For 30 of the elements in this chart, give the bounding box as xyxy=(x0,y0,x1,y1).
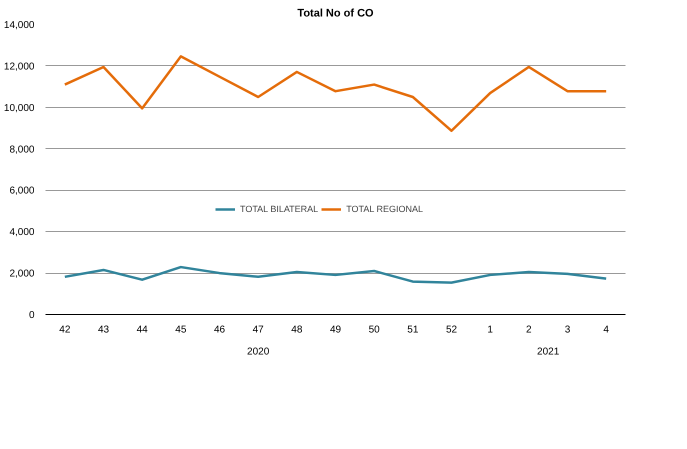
legend-label: TOTAL REGIONAL xyxy=(346,204,424,214)
x-tick-label: 46 xyxy=(214,324,226,336)
x-tick-label: 4 xyxy=(603,324,610,336)
x-tick-label: 52 xyxy=(446,324,458,336)
x-tick-label: 51 xyxy=(407,324,419,336)
x-tick-label: 47 xyxy=(252,324,264,336)
y-tick-label: 8,000 xyxy=(9,144,35,156)
x-tick-label: 48 xyxy=(291,324,303,336)
text: 2020 xyxy=(247,346,270,358)
x-tick-label: 42 xyxy=(59,324,71,336)
y-tick-label: 6,000 xyxy=(9,186,35,197)
text: 2021 xyxy=(537,346,560,358)
x-tick-label: 49 xyxy=(330,324,342,336)
line-series xyxy=(64,266,608,284)
x-tick-label: 2 xyxy=(526,324,532,336)
y-tick-label: 4,000 xyxy=(9,227,35,238)
y-tick-label: 10,000 xyxy=(4,102,35,114)
y-tick-label: 2,000 xyxy=(9,268,35,280)
y-tick-label: 0 xyxy=(28,310,35,321)
chart-title: Total No of CO xyxy=(297,8,374,20)
x-tick-label: 43 xyxy=(98,324,110,336)
x-tick-label: 3 xyxy=(564,324,571,336)
y-tick-label: 12,000 xyxy=(4,61,35,72)
legend-label: TOTAL BILATERAL xyxy=(240,204,318,214)
x-tick-label: 45 xyxy=(175,324,187,336)
y-tick-label: 14,000 xyxy=(4,20,35,31)
x-tick-label: 1 xyxy=(487,324,494,336)
x-tick-label: 44 xyxy=(136,324,148,336)
line-series xyxy=(64,55,608,132)
x-tick-label: 50 xyxy=(368,324,380,336)
